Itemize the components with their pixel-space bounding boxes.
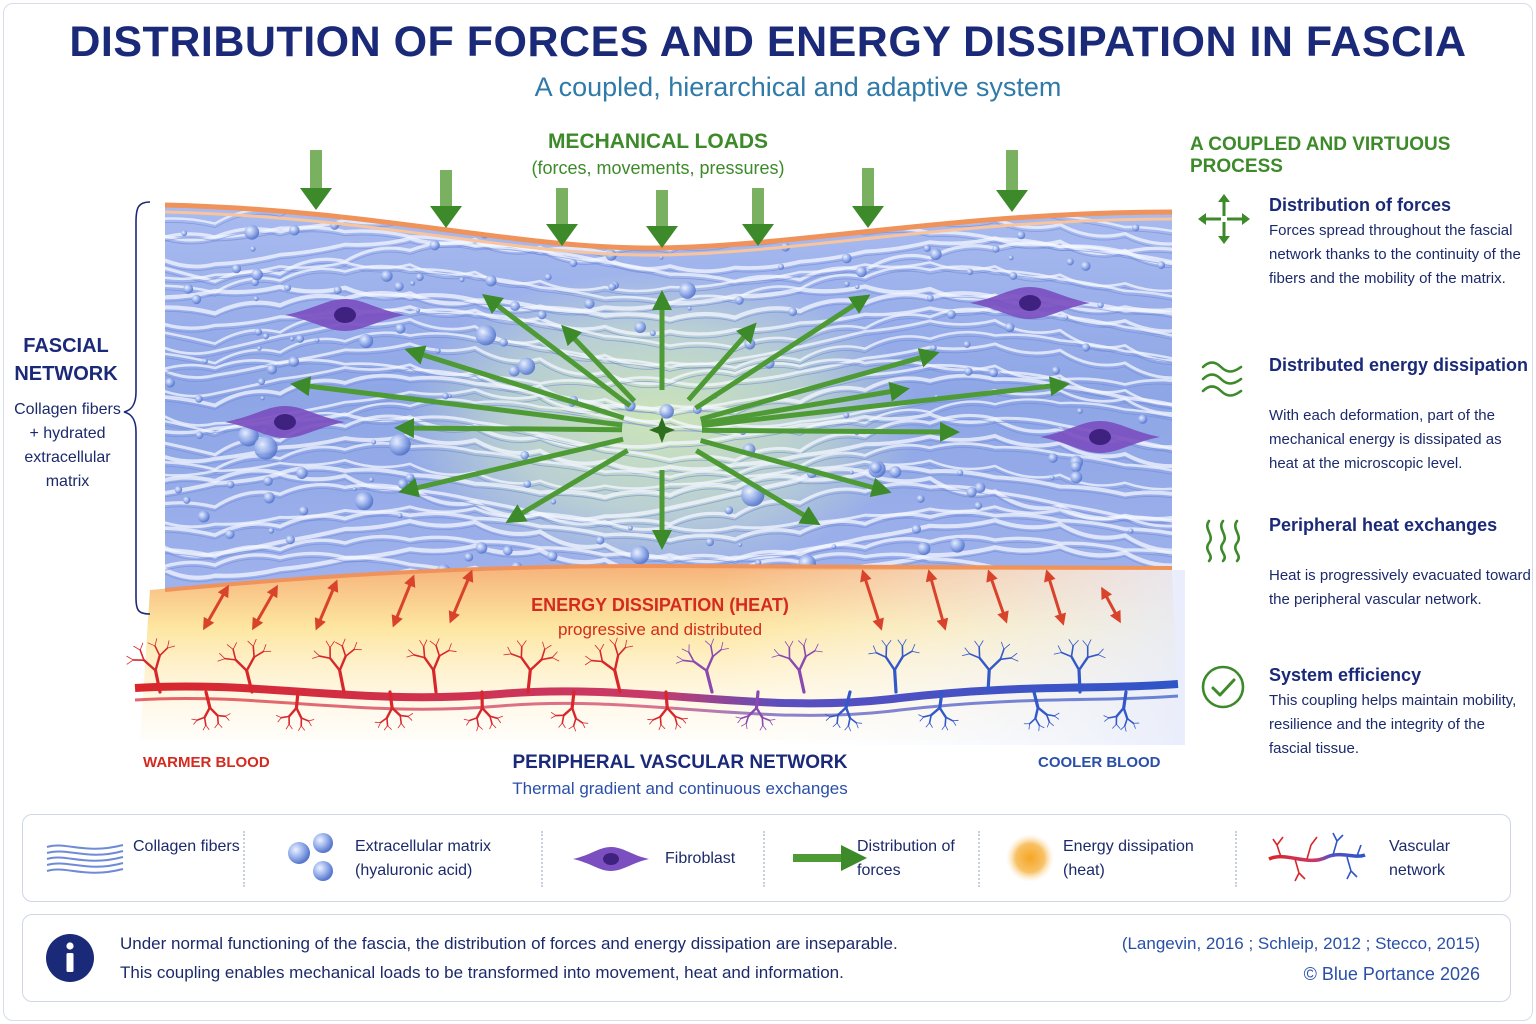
page-subtitle: A coupled, hierarchical and adaptive sys… (534, 72, 1062, 102)
check-circle-icon (1201, 665, 1245, 709)
load-arrow (300, 150, 332, 210)
mechanical-loads-title: MECHANICAL LOADS (547, 130, 769, 153)
fibroblast-cell (970, 287, 1090, 319)
info-panel: Under normal functioning of the fascia, … (22, 914, 1511, 1002)
force-arrow (699, 348, 940, 422)
fibroblast-cell (225, 406, 345, 438)
sidebar-item-description: Heat is progressively evacuated toward t… (1269, 567, 1531, 608)
page-frame (3, 3, 1533, 1021)
sidebar-item-title: System efficiency (1269, 665, 1422, 685)
energy-dissipation-title: ENERGY DISSIPATION (HEAT) (531, 595, 789, 615)
sidebar-item-title: Distribution of forces (1269, 195, 1452, 215)
load-arrow (742, 188, 774, 246)
collagen-fibers-icon (46, 844, 124, 874)
force-arrow (701, 381, 910, 426)
heat-exchange-arrow (314, 579, 339, 631)
fibroblast-cell (1040, 421, 1160, 453)
heat-exchange-arrow (860, 569, 884, 631)
heat-exchange-arrow (203, 584, 229, 631)
fibroblast-cell (285, 299, 405, 331)
heat-waves-icon (1206, 519, 1240, 563)
force-arrow (699, 438, 892, 498)
force-arrow (398, 436, 624, 498)
force-arrow (701, 376, 1070, 428)
heat-exchange-arrow (986, 569, 1009, 624)
info-icon (46, 934, 94, 982)
fascial-network-brace (123, 201, 151, 615)
force-arrow (394, 418, 623, 439)
load-arrow (546, 188, 578, 246)
force-arrow (701, 421, 960, 442)
bottom-membrane (164, 563, 1173, 592)
copyright: © Blue Portance 2026 (1303, 964, 1480, 984)
top-membrane (164, 202, 1173, 251)
sidebar-item-title: Peripheral heat exchanges (1269, 515, 1498, 535)
page-title: DISTRIBUTION OF FORCES AND ENERGY DISSIP… (69, 18, 1467, 66)
heat-exchange-arrow (448, 569, 474, 624)
sidebar-item-description: With each deformation, part of the mecha… (1269, 407, 1502, 472)
references: (Langevin, 2016 ; Schleip, 2012 ; Stecco… (1121, 934, 1480, 953)
force-arrow (404, 345, 625, 421)
vascular-network-subtitle: Thermal gradient and continuous exchange… (512, 779, 848, 798)
legend-panel: Collagen fibers Extracellular matrix (hy… (22, 814, 1511, 902)
extracellular-matrix-icon (288, 833, 333, 881)
force-arrow (694, 294, 871, 411)
sidebar-heading: A COUPLED AND VIRTUOUS PROCESS (1190, 134, 1451, 177)
heat-exchange-arrow (252, 584, 278, 631)
force-distribution-icon (1198, 194, 1250, 244)
force-arrow (695, 448, 821, 526)
sidebar-item-title: Distributed energy dissipation (1269, 355, 1529, 375)
heat-exchange-arrow (391, 574, 416, 628)
load-arrow (430, 170, 462, 228)
sidebar-item-description: Forces spread throughout the fascial net… (1269, 222, 1521, 287)
load-arrow (646, 190, 678, 248)
force-arrow (482, 293, 632, 408)
force-arrow (686, 322, 757, 402)
wave-icon (1201, 361, 1243, 397)
force-arrow (561, 324, 637, 403)
energy-dissipation-subtitle: progressive and distributed (557, 620, 763, 639)
fascial-network-title: FASCIAL NETWORK (14, 335, 118, 385)
fibroblast-icon (573, 847, 649, 871)
sidebar-item-description: This coupling helps maintain mobility, r… (1269, 692, 1517, 757)
vascular-network-icon (1268, 832, 1366, 882)
warmer-blood-label: WARMER BLOOD (143, 754, 270, 771)
fascial-network-subtitle: Collagen fibers + hydrated extracellular… (14, 401, 121, 490)
cooler-blood-label: COOLER BLOOD (1038, 754, 1161, 771)
heat-exchange-arrow (925, 569, 949, 631)
mechanical-loads-subtitle: (forces, movements, pressures) (531, 158, 785, 178)
load-arrow (996, 150, 1028, 212)
vascular-network-title: PERIPHERAL VASCULAR NETWORK (512, 752, 848, 773)
force-center-mark (649, 417, 675, 443)
force-arrow (290, 376, 623, 428)
footer-line-2: This coupling enables mechanical loads t… (120, 963, 844, 982)
heat-exchange-arrow (1101, 586, 1121, 624)
force-arrow-icon (793, 845, 867, 871)
heat-exchange-arrow (1044, 569, 1066, 626)
force-arrow (505, 448, 629, 524)
footer-line-1: Under normal functioning of the fascia, … (120, 934, 898, 953)
load-arrow (852, 168, 884, 228)
heat-glow-icon (1006, 834, 1054, 882)
main-vessel (134, 680, 1179, 708)
